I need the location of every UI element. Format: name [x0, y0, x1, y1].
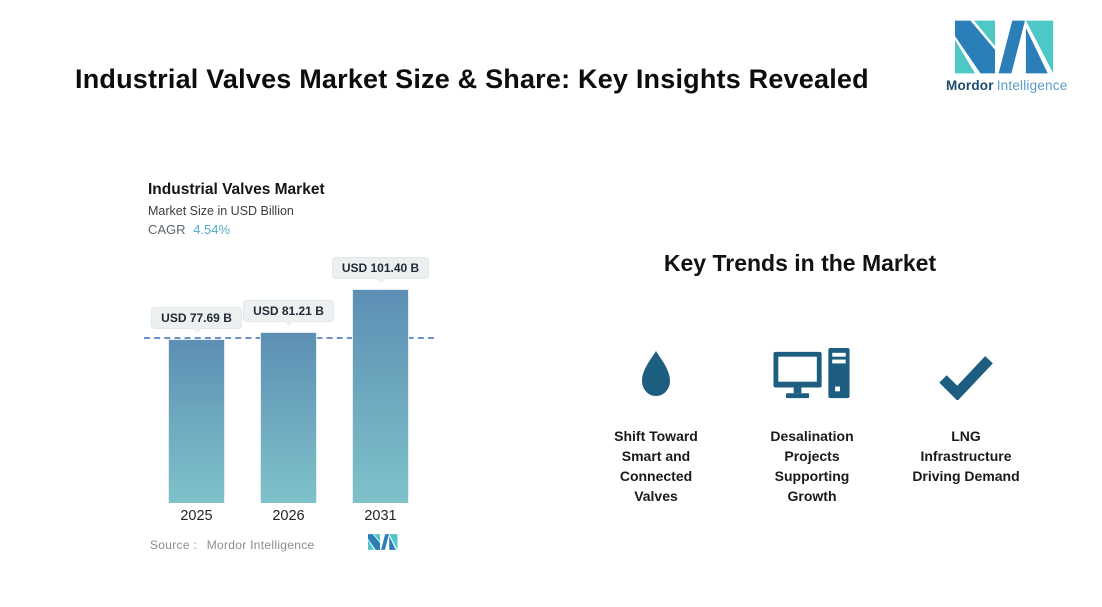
desktop-computer-icon — [773, 348, 850, 399]
checkmark-icon — [939, 356, 993, 400]
page-title: Industrial Valves Market Size & Share: K… — [75, 64, 869, 94]
brand-name-secondary: Intelligence — [996, 78, 1068, 93]
mordor-logo-small-icon — [368, 534, 398, 550]
chart-title: Industrial Valves Market — [148, 181, 325, 198]
trend-item-lng: LNG Infrastructure Driving Demand — [891, 344, 1041, 486]
x-axis-label-2026: 2026 — [272, 508, 305, 524]
chart-subtitle: Market Size in USD Billion — [148, 204, 294, 218]
bar-column-2031: USD 101.40 B 2031 — [331, 257, 430, 524]
brand-logo: Mordor Intelligence — [946, 20, 1076, 93]
bar-2025 — [168, 339, 225, 503]
trend-item-desalination: Desalination Projects Supporting Growth — [737, 344, 887, 506]
source-value: Mordor Intelligence — [206, 538, 315, 552]
bar-chart: USD 77.69 B 2025 USD 81.21 B 2026 USD 10… — [144, 250, 434, 524]
bar-value-callout: USD 81.21 B — [243, 300, 334, 322]
brand-name: Mordor Intelligence — [946, 78, 1076, 93]
x-axis-label-2025: 2025 — [180, 508, 213, 524]
trends-heading: Key Trends in the Market — [663, 250, 937, 276]
bar-value-callout: USD 77.69 B — [151, 307, 242, 329]
x-axis-label-2031: 2031 — [364, 508, 397, 524]
chart-cagr: CAGR 4.54% — [148, 222, 230, 237]
trend-item-smart-valves: Shift Toward Smart and Connected Valves — [581, 344, 731, 506]
brand-name-primary: Mordor — [946, 78, 994, 93]
chart-source: Source : Mordor Intelligence — [150, 538, 315, 552]
source-label: Source : — [150, 538, 198, 552]
trend-label: LNG Infrastructure Driving Demand — [912, 428, 1020, 484]
bar-2031 — [352, 289, 409, 503]
trend-label: Shift Toward Smart and Connected Valves — [614, 428, 698, 504]
bar-column-2025: USD 77.69 B 2025 — [151, 307, 242, 524]
cagr-value: 4.54% — [193, 222, 231, 237]
bar-value-callout: USD 101.40 B — [331, 257, 430, 279]
bar-2026 — [260, 332, 317, 503]
mordor-logo-icon — [955, 20, 1054, 74]
cagr-label: CAGR — [148, 222, 186, 237]
bar-column-2026: USD 81.21 B 2026 — [243, 300, 334, 524]
water-drop-icon — [642, 351, 670, 396]
trend-label: Desalination Projects Supporting Growth — [770, 428, 854, 504]
